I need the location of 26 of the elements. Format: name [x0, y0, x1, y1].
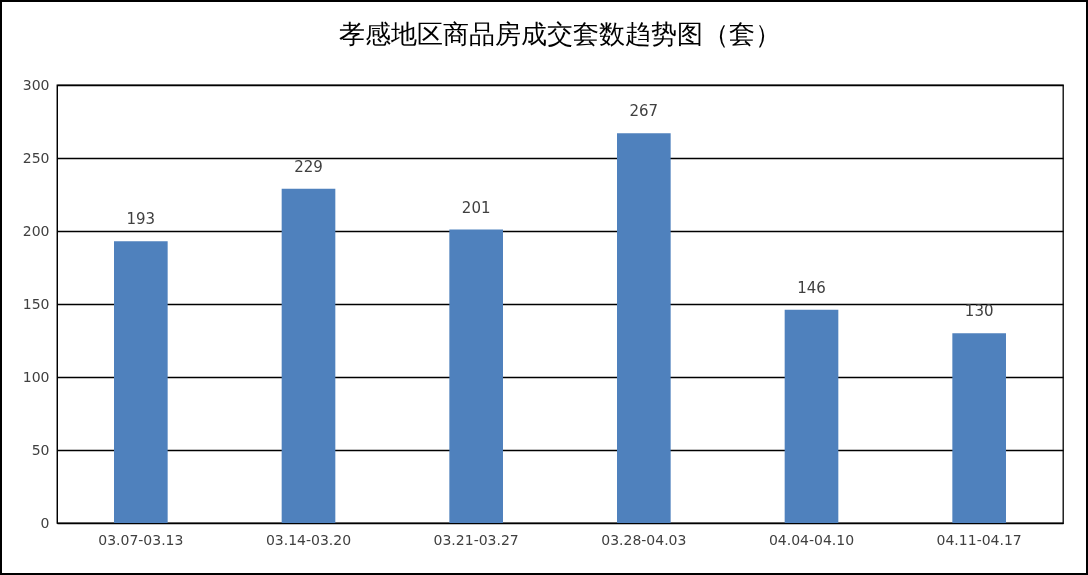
x-tick-label: 03.21-03.27 [433, 531, 519, 548]
bar [952, 333, 1006, 523]
bar [784, 309, 839, 523]
data-label: 146 [797, 278, 826, 297]
bar [281, 188, 336, 523]
x-tick-label: 04.04-04.10 [768, 531, 855, 548]
y-tick-label: 250 [22, 149, 50, 166]
data-label: 267 [629, 102, 659, 121]
x-tick-label: 04.11-04.17 [936, 531, 1022, 548]
data-label: 229 [294, 157, 323, 176]
y-tick-label: 0 [40, 514, 50, 531]
y-tick-label: 300 [22, 76, 50, 93]
y-tick-label: 150 [22, 295, 50, 312]
y-tick-label: 100 [22, 368, 50, 385]
data-label: 193 [126, 210, 156, 229]
chart-title: 孝感地区商品房成交套数趋势图（套） [339, 19, 781, 49]
y-tick-label: 50 [31, 441, 50, 458]
y-tick-label: 200 [22, 222, 50, 239]
bar [617, 133, 671, 523]
bar [114, 241, 168, 523]
data-label: 130 [964, 302, 994, 321]
x-tick-label: 03.14-03.20 [265, 531, 352, 548]
data-label: 201 [461, 198, 491, 217]
x-tick-label: 03.28-04.03 [601, 531, 687, 548]
bar [449, 229, 503, 523]
x-tick-label: 03.07-03.13 [98, 531, 184, 548]
